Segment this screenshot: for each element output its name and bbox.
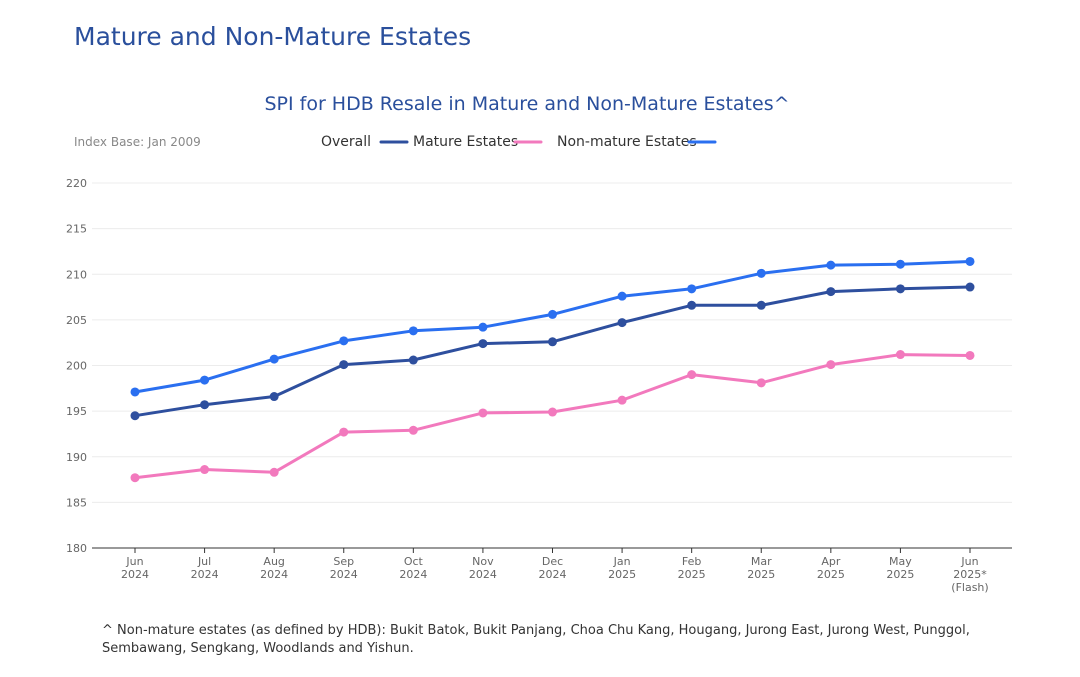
data-point [895,284,905,294]
data-point [408,326,418,336]
x-tick-label: Aug 2024 [260,555,288,581]
x-tick-label: Apr 2025 [817,555,845,581]
data-point [687,300,697,310]
data-point [826,287,836,297]
data-point [617,291,627,301]
x-tick-label: Mar 2025 [747,555,775,581]
data-point [408,425,418,435]
y-tick-label: 190 [66,451,87,464]
series-line [133,260,972,394]
series-line [133,285,972,418]
legend-label: Overall [321,134,371,150]
legend-label: Mature Estates [413,134,518,150]
data-point [548,309,557,319]
data-point [269,467,279,477]
x-tick-label: Jul 2024 [191,555,219,581]
page-title: Mature and Non-Mature Estates [74,22,472,51]
x-tick-label: Nov 2024 [469,555,497,581]
x-tick-label: Jun 2024 [121,555,149,581]
data-point [200,400,210,410]
data-point [895,259,905,269]
chart-title: SPI for HDB Resale in Mature and Non-Mat… [264,93,789,115]
series-non-mature-estates [130,256,975,397]
x-tick-label: May 2025 [886,555,914,581]
data-point [339,360,349,370]
data-point [548,337,557,347]
data-point [408,355,418,365]
index-base-note: Index Base: Jan 2009 [74,135,201,149]
data-point [130,411,140,421]
data-point [269,354,279,364]
data-point [895,350,905,360]
x-tick-label: Oct 2024 [399,555,427,581]
y-tick-label: 220 [66,177,87,190]
data-point [687,370,697,380]
data-point [478,322,488,332]
data-point [269,392,279,402]
data-point [965,350,975,360]
data-point [687,284,697,294]
y-tick-label: 185 [66,496,87,509]
x-tick-label: Feb 2025 [678,555,706,581]
y-tick-label: 215 [66,223,87,236]
data-point [200,465,210,475]
data-point [478,408,488,418]
y-tick-label: 205 [66,314,87,327]
y-tick-label: 195 [66,405,87,418]
data-point [826,260,836,270]
data-point [130,473,140,483]
footnote: ^ Non-mature estates (as defined by HDB)… [102,623,970,656]
data-point [756,378,766,388]
data-point [756,268,766,278]
data-point [339,336,349,346]
series-mature-estates [130,350,975,483]
y-tick-label: 210 [66,268,87,281]
data-point [478,339,488,349]
data-point [965,256,975,266]
y-axis: 180 185 190 195 200 205 210 215 220 [66,177,87,555]
x-tick-label: Jun 2025* (Flash) [951,555,988,594]
y-tick-label: 180 [66,542,87,555]
x-axis: Jun 2024 Jul 2024 Aug 2024 Sep 2024 Oct 2024 Nov 20… [92,547,1012,594]
x-tick-label: Jan 2025 [608,555,636,581]
data-point [617,318,627,328]
data-point [826,360,836,370]
y-tick-label: 200 [66,360,87,373]
data-point [130,387,140,397]
series-layer [130,256,975,483]
legend-label: Non-mature Estates [557,134,697,150]
data-point [548,407,557,417]
data-point [965,282,975,292]
x-tick-label: Dec 2024 [539,555,567,581]
series-overall [130,282,975,421]
data-point [617,395,627,405]
data-point [200,375,210,385]
x-tick-label: Sep 2024 [330,555,358,581]
data-point [756,300,766,310]
chart-legend: Overall Mature Estates Non-mature Estates [321,134,717,150]
data-point [339,427,349,437]
